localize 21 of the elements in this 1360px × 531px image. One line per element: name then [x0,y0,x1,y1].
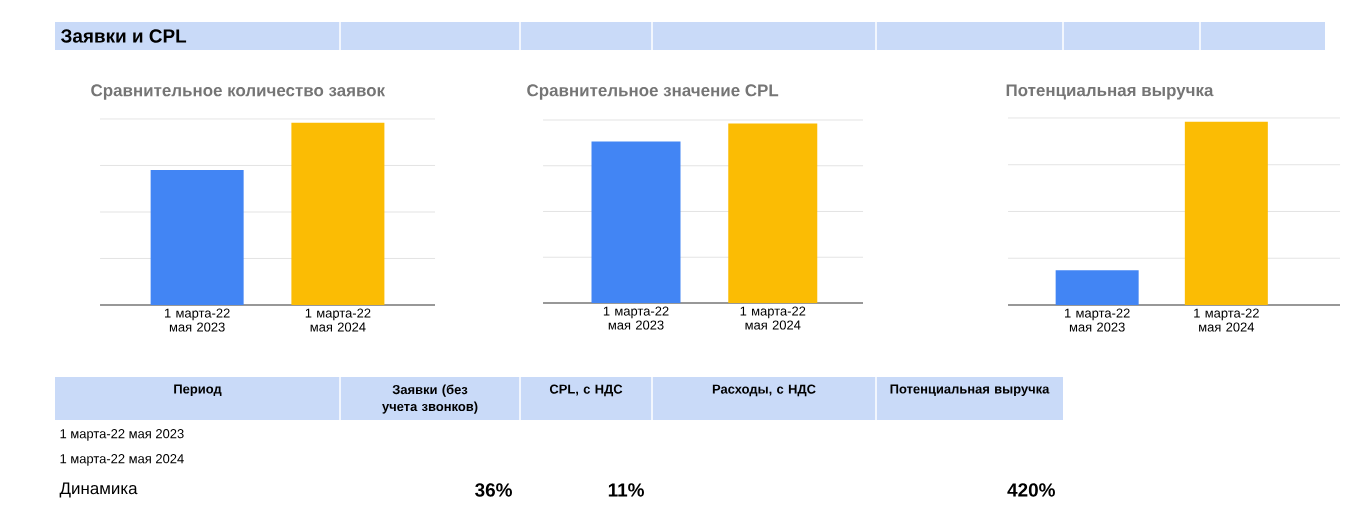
x-tick-label: 1 марта-22 мая 2023 [603,306,669,330]
text: Динамика [59,482,138,498]
category-label: CPL, с НДС [549,384,623,397]
data-label: 420% [1007,483,1055,497]
x-tick-label: 1 марта-22 мая 2024 [740,306,806,330]
category-label: Период [174,384,222,397]
category-label: Заявки (без учета звонков) [382,384,478,414]
data-label: 11% [608,483,644,497]
chart-title: Потенциальная выручка [1006,84,1214,100]
text: Заявки и CPL [60,29,187,43]
data-label: 36% [475,483,512,497]
x-tick-label: 1 марта-22 мая 2024 [305,308,371,332]
category-label: Расходы, с НДС [712,384,816,397]
text: 1 марта-22 мая 2023 [60,429,184,441]
x-tick-label: 1 марта-22 мая 2023 [1065,308,1130,332]
category-label: Потенциальная выручка [890,384,1050,397]
chart-title: Сравнительное значение CPL [527,84,779,100]
text: 1 марта-22 мая 2024 [60,454,184,466]
x-tick-label: 1 марта-22 мая 2024 [1194,308,1259,332]
x-tick-label: 1 марта-22 мая 2023 [165,308,230,332]
chart-title: Сравнительное количество заявок [91,84,386,100]
